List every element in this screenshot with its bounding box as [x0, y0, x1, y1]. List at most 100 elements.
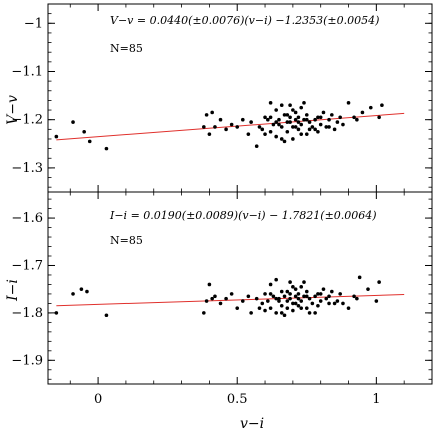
bottom-data-point: [285, 289, 290, 294]
bottom-data-point: [268, 306, 273, 310]
bottom-data-point: [85, 289, 89, 294]
top-data-point: [282, 139, 287, 144]
top-fit-line: [56, 112, 405, 141]
bottom-data-point: [210, 296, 214, 301]
top-data-point: [360, 110, 365, 115]
bottom-data-point: [293, 287, 298, 291]
top-data-point: [307, 127, 312, 132]
top-data-point: [285, 113, 290, 117]
bottom-data-point: [249, 311, 253, 315]
top-data-point: [304, 113, 309, 117]
bottom-data-point: [316, 303, 320, 308]
top-data-point: [249, 120, 253, 124]
top-data-point: [288, 103, 292, 108]
bottom-data-point: [307, 311, 312, 315]
top-data-point: [341, 122, 345, 127]
top-data-point: [299, 132, 304, 136]
x-tick-label: 0.5: [227, 392, 248, 407]
top-data-point: [260, 127, 265, 132]
bottom-data-point: [279, 303, 284, 308]
bottom-data-point: [291, 285, 295, 289]
top-data-point: [327, 125, 331, 129]
top-data-point: [291, 108, 295, 112]
bottom-data-point: [321, 287, 326, 291]
bottom-data-point: [335, 299, 340, 303]
bottom-data-point: [296, 292, 301, 296]
top-data-point: [299, 105, 304, 110]
top-data-point: [296, 127, 301, 132]
bottom-data-point: [296, 303, 301, 308]
top-data-point: [307, 120, 312, 124]
top-data-point: [316, 129, 320, 134]
bottom-data-point: [338, 292, 342, 296]
top-data-point: [296, 115, 301, 120]
bottom-data-point: [268, 282, 273, 287]
top-n-label: N=85: [110, 42, 143, 55]
top-data-point: [293, 117, 298, 122]
bottom-marks: −1.9 −1.8 −1.7 −1.6 0 0.5 1: [11, 192, 432, 407]
x-axis-title: v−i: [240, 416, 264, 432]
top-data-point: [330, 113, 334, 117]
top-data-point: [87, 139, 92, 144]
bottom-data-point: [285, 299, 290, 303]
bottom-data-point: [207, 282, 212, 287]
bottom-data-point: [263, 292, 267, 296]
top-data-point: [291, 125, 295, 129]
top-data-point: [296, 120, 301, 124]
top-data-point: [318, 115, 323, 120]
x-tick-label: 1: [372, 392, 380, 407]
top-data-point: [207, 132, 212, 136]
bottom-data-point: [293, 301, 298, 306]
top-fit-equation: V−v = 0.0440(±0.0076)(v−i) −1.2353(±0.00…: [110, 14, 379, 27]
bottom-data-point: [318, 292, 323, 296]
top-y-tick-label: −1.3: [11, 161, 43, 176]
top-data-point: [82, 129, 86, 134]
bottom-data-point: [254, 296, 259, 301]
top-marks: −1.3 −1.2 −1.1 −1: [11, 3, 432, 192]
bottom-data-point: [260, 301, 265, 306]
top-data-point: [318, 122, 323, 127]
bottom-data-point: [332, 301, 337, 306]
top-data-point: [229, 122, 234, 127]
bottom-data-point: [293, 294, 298, 299]
top-data-point: [302, 101, 306, 105]
bottom-data-point: [310, 301, 315, 306]
bottom-data-point: [288, 296, 292, 301]
bottom-data-point: [302, 280, 306, 284]
bottom-data-point: [327, 301, 331, 306]
bottom-data-point: [279, 289, 284, 294]
bottom-y-tick-label: −1.9: [11, 353, 43, 368]
bottom-data-point: [282, 313, 287, 318]
top-data-point: [277, 117, 281, 122]
bottom-n-label: N=85: [110, 234, 143, 247]
bottom-data-point: [291, 301, 295, 306]
bottom-y-tick-label: −1.7: [11, 258, 43, 273]
top-data-point: [246, 132, 251, 136]
bottom-data-point: [304, 289, 309, 294]
bottom-data-point: [352, 294, 356, 299]
x-tick-label: 0: [94, 392, 102, 407]
top-data-point: [316, 115, 320, 120]
top-data-point: [304, 132, 309, 136]
bottom-data-point: [279, 311, 284, 315]
bottom-data-point: [54, 311, 59, 315]
top-data-point: [327, 117, 331, 122]
bottom-data-point: [291, 308, 295, 313]
bottom-data-point: [374, 299, 379, 303]
top-data-point: [274, 108, 278, 112]
bottom-data-point: [240, 299, 245, 303]
top-data-point: [254, 144, 259, 149]
top-data-point: [263, 115, 267, 120]
bottom-data-point: [296, 296, 301, 301]
top-data-point: [268, 129, 273, 134]
top-data-point: [279, 137, 284, 141]
bottom-data-point: [341, 301, 345, 306]
top-data-point: [210, 110, 214, 115]
bottom-y-tick-label: −1.8: [11, 306, 43, 321]
top-data-point: [202, 125, 206, 129]
bottom-data-point: [266, 299, 270, 303]
bottom-data-point: [299, 299, 304, 303]
top-data-point: [304, 117, 309, 122]
top-data-point: [274, 120, 278, 124]
top-y-tick-label: −1.2: [11, 113, 43, 128]
